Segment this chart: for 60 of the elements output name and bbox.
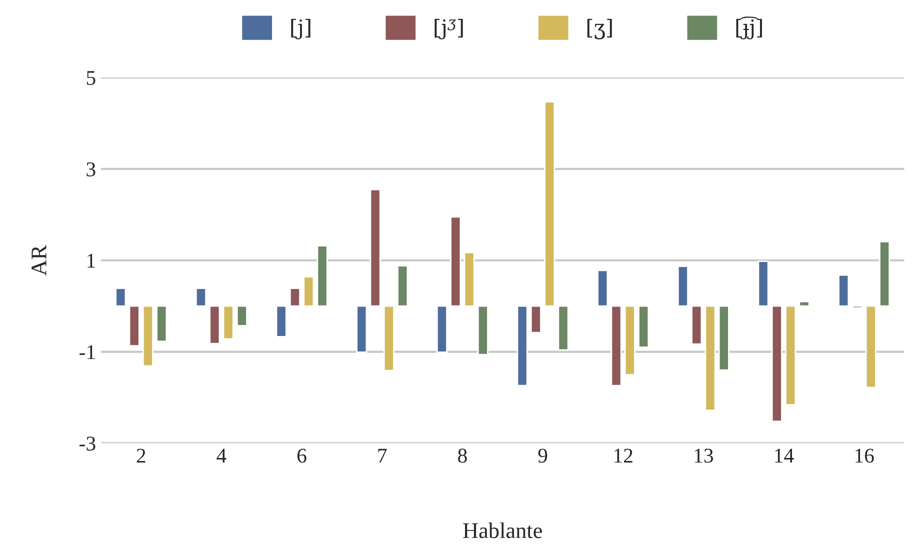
bar bbox=[704, 305, 716, 411]
x-tick-label: 4 bbox=[216, 448, 226, 463]
y-tick-label: 1 bbox=[88, 254, 95, 268]
y-tick-label: -1 bbox=[80, 345, 95, 360]
x-axis-title: Hablante bbox=[463, 522, 542, 538]
legend-label: [ʒ] bbox=[587, 18, 612, 40]
bar bbox=[798, 300, 810, 307]
x-tick-label: 6 bbox=[297, 448, 306, 463]
bar bbox=[558, 305, 569, 351]
x-tick-label: 2 bbox=[136, 448, 146, 463]
bar bbox=[771, 305, 782, 422]
bar bbox=[195, 288, 206, 307]
y-axis-title: AR bbox=[32, 244, 46, 276]
bar bbox=[236, 305, 248, 326]
legend-label: [ɟ͡j] bbox=[736, 16, 762, 40]
bar bbox=[276, 305, 287, 338]
bar bbox=[691, 305, 702, 345]
bar bbox=[597, 270, 608, 307]
y-tick-label: 5 bbox=[86, 71, 96, 85]
bar bbox=[209, 305, 220, 344]
bar bbox=[610, 305, 622, 386]
bar bbox=[758, 260, 769, 307]
x-tick-label: 8 bbox=[458, 448, 467, 463]
bar bbox=[397, 265, 408, 307]
bar bbox=[356, 305, 368, 353]
bar bbox=[316, 245, 328, 307]
x-tick-label: 13 bbox=[694, 448, 714, 463]
bar bbox=[156, 305, 168, 342]
bar bbox=[516, 305, 528, 386]
bar bbox=[383, 305, 394, 372]
y-tick-label: 3 bbox=[86, 162, 96, 176]
bar bbox=[370, 188, 381, 307]
bar bbox=[677, 266, 688, 307]
bar bbox=[544, 101, 556, 307]
bar bbox=[530, 305, 542, 334]
bar bbox=[142, 305, 154, 367]
y-tick-label: -3 bbox=[80, 436, 96, 451]
legend-label: [j$^{ʒ}$] bbox=[434, 18, 463, 40]
bar bbox=[718, 305, 730, 371]
bar bbox=[624, 305, 636, 376]
bar bbox=[785, 305, 796, 406]
bar bbox=[222, 305, 234, 340]
bar bbox=[838, 274, 850, 307]
x-tick-label: 16 bbox=[855, 448, 874, 463]
bar bbox=[436, 305, 448, 353]
x-tick-label: 7 bbox=[378, 448, 387, 463]
bar bbox=[289, 288, 300, 307]
bar bbox=[450, 216, 462, 307]
bar bbox=[128, 305, 140, 347]
x-tick-label: 14 bbox=[775, 448, 794, 463]
bar bbox=[879, 240, 890, 307]
x-tick-label: 12 bbox=[614, 448, 632, 463]
legend-label: [j] bbox=[291, 18, 310, 40]
bar bbox=[638, 305, 650, 348]
bar bbox=[115, 288, 126, 307]
bar bbox=[477, 305, 488, 356]
bar bbox=[464, 252, 475, 307]
x-tick-label: 9 bbox=[538, 448, 548, 463]
bar bbox=[865, 305, 876, 388]
bar bbox=[303, 276, 314, 307]
